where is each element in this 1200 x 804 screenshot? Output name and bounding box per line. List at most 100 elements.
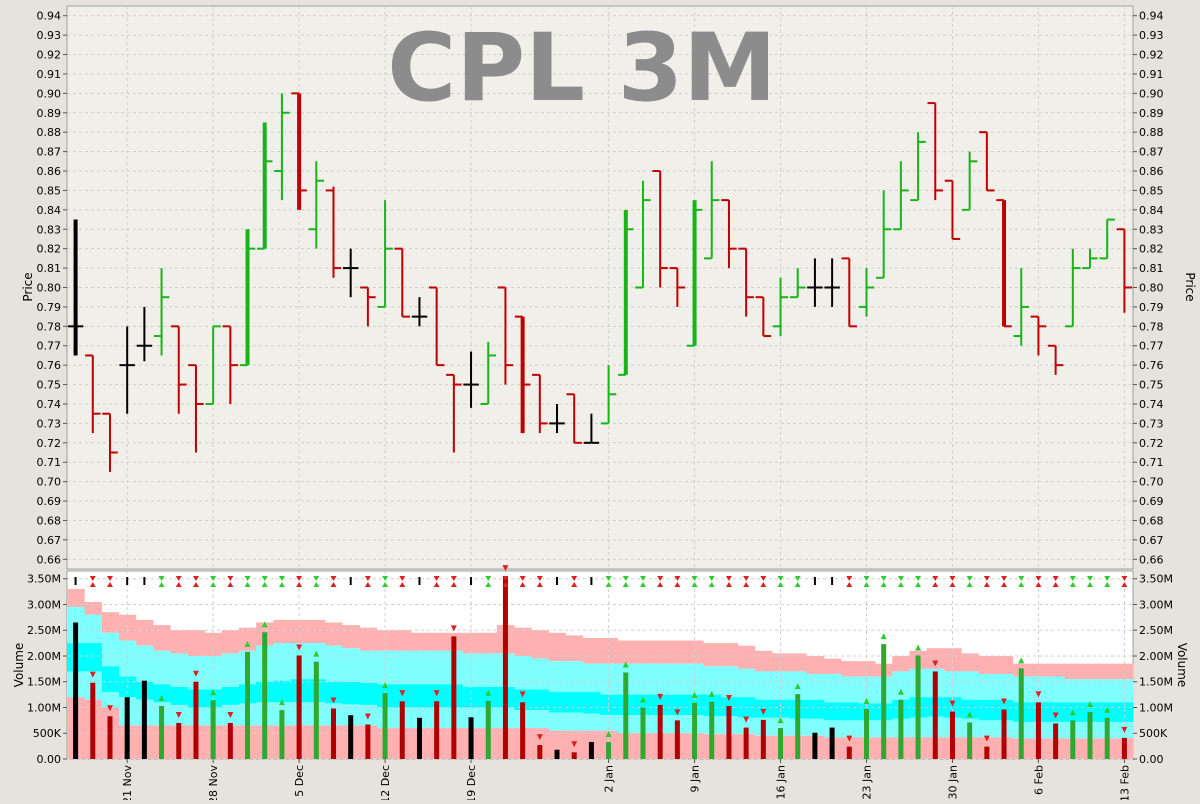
price-bar	[669, 267, 686, 307]
price-y-tick-label: 0.87	[37, 146, 62, 159]
price-bar	[205, 325, 221, 405]
price-bar	[514, 315, 531, 434]
volume-band-core	[410, 684, 429, 708]
volume-band-upper-mid	[943, 671, 962, 698]
price-y-tick-label: 0.93	[1139, 29, 1164, 42]
volume-bar	[984, 746, 990, 759]
volume-bar	[674, 720, 680, 759]
volume-signal	[622, 576, 629, 668]
price-bar	[600, 365, 617, 425]
volume-band-core	[634, 694, 653, 716]
price-bar	[961, 151, 978, 211]
price-y-tick-label: 0.76	[1139, 359, 1164, 372]
volume-band-upper-outer	[84, 601, 102, 615]
volume-signal	[1035, 576, 1042, 698]
price-bar	[480, 341, 496, 405]
volume-signal	[1121, 576, 1128, 733]
volume-signal-down-arrow	[1035, 576, 1042, 581]
volume-signal-up-arrow	[210, 582, 217, 587]
volume-band-upper-outer	[221, 630, 240, 654]
volume-signal-down-arrow	[158, 576, 165, 581]
price-bar	[652, 170, 668, 288]
price-bar	[841, 257, 858, 328]
x-tick-label: 23 Jan	[861, 765, 874, 799]
volume-marker-up	[158, 694, 165, 701]
volume-band-upper-mid	[204, 655, 223, 690]
volume-band-core	[514, 689, 532, 711]
volume-signal	[433, 576, 440, 697]
volume-signal-up-arrow	[725, 582, 732, 587]
volume-signal	[1104, 576, 1111, 713]
volume-band-upper-outer	[789, 653, 807, 672]
volume-marker-down	[1121, 726, 1128, 733]
volume-signal	[983, 576, 990, 742]
volume-band-core	[428, 684, 446, 708]
volume-signal-up-arrow	[622, 582, 629, 587]
volume-signal-down-arrow	[1018, 576, 1025, 581]
volume-signal	[743, 576, 750, 723]
volume-signal-up-arrow	[1104, 582, 1111, 587]
volume-bar	[1053, 723, 1059, 759]
volume-marker-up	[622, 661, 629, 668]
volume-marker-up	[1087, 701, 1094, 708]
volume-bar	[382, 693, 388, 759]
volume-signal-up-arrow	[674, 582, 681, 587]
volume-band-upper-mid	[273, 643, 292, 681]
volume-band-core	[771, 699, 790, 718]
price-y-tick-label: 0.94	[37, 10, 62, 23]
volume-bar	[227, 722, 233, 759]
price-bar	[394, 247, 411, 318]
volume-signal-down-arrow	[1087, 576, 1094, 581]
volume-band-upper-outer	[514, 627, 532, 656]
volume-band-upper-outer	[1098, 663, 1117, 680]
price-y-tick-label: 0.90	[37, 87, 62, 100]
volume-signal-up-arrow	[708, 582, 715, 587]
volume-band-upper-outer	[582, 637, 601, 664]
volume-band-upper-outer	[961, 653, 979, 672]
volume-marker-down	[949, 700, 956, 707]
volume-marker-down	[760, 708, 767, 715]
volume-band-core	[221, 686, 240, 705]
volume-band-upper-outer	[324, 622, 343, 646]
volume-bar	[124, 697, 130, 759]
volume-signal	[571, 576, 578, 748]
chart-title: CPL 3M	[387, 14, 776, 123]
price-y-tick-label: 0.80	[1139, 282, 1164, 295]
volume-bar	[141, 680, 147, 759]
volume-band-core	[152, 684, 171, 703]
volume-bar	[829, 727, 835, 759]
volume-band-core	[548, 692, 567, 713]
volume-bar	[73, 622, 79, 759]
volume-marker-up	[966, 711, 973, 718]
volume-signal-up-arrow	[1069, 582, 1076, 587]
volume-band-core	[479, 686, 498, 708]
volume-band-upper-outer	[617, 640, 635, 664]
volume-bar	[606, 742, 612, 759]
volume-signal-up-arrow	[261, 582, 268, 587]
price-y-tick-label: 0.69	[1139, 495, 1164, 508]
volume-band-lower-outer	[531, 728, 549, 759]
volume-band-upper-outer	[806, 655, 825, 675]
volume-y-tick-label: 1.50M	[1139, 676, 1173, 689]
volume-band-upper-outer	[479, 632, 498, 654]
volume-bar	[657, 704, 663, 759]
volume-band-upper-outer	[428, 632, 446, 651]
volume-signal-up-arrow	[1035, 582, 1042, 587]
volume-band-upper-outer	[238, 627, 257, 651]
volume-bar	[932, 671, 938, 759]
price-y-tick-label: 0.73	[37, 417, 62, 430]
price-y-tick-label: 0.79	[37, 301, 62, 314]
volume-band-core	[961, 699, 979, 719]
volume-marker-down	[450, 625, 457, 632]
volume-signal	[399, 576, 406, 697]
volume-band-core	[565, 692, 584, 713]
volume-band-upper-mid	[514, 655, 532, 690]
price-bar	[85, 354, 101, 434]
price-y-tick-label: 0.81	[1139, 262, 1164, 275]
volume-marker-up	[691, 691, 698, 698]
price-y-tick-label: 0.74	[1139, 398, 1164, 411]
volume-band-upper-outer	[737, 645, 756, 669]
volume-bar	[537, 745, 543, 759]
